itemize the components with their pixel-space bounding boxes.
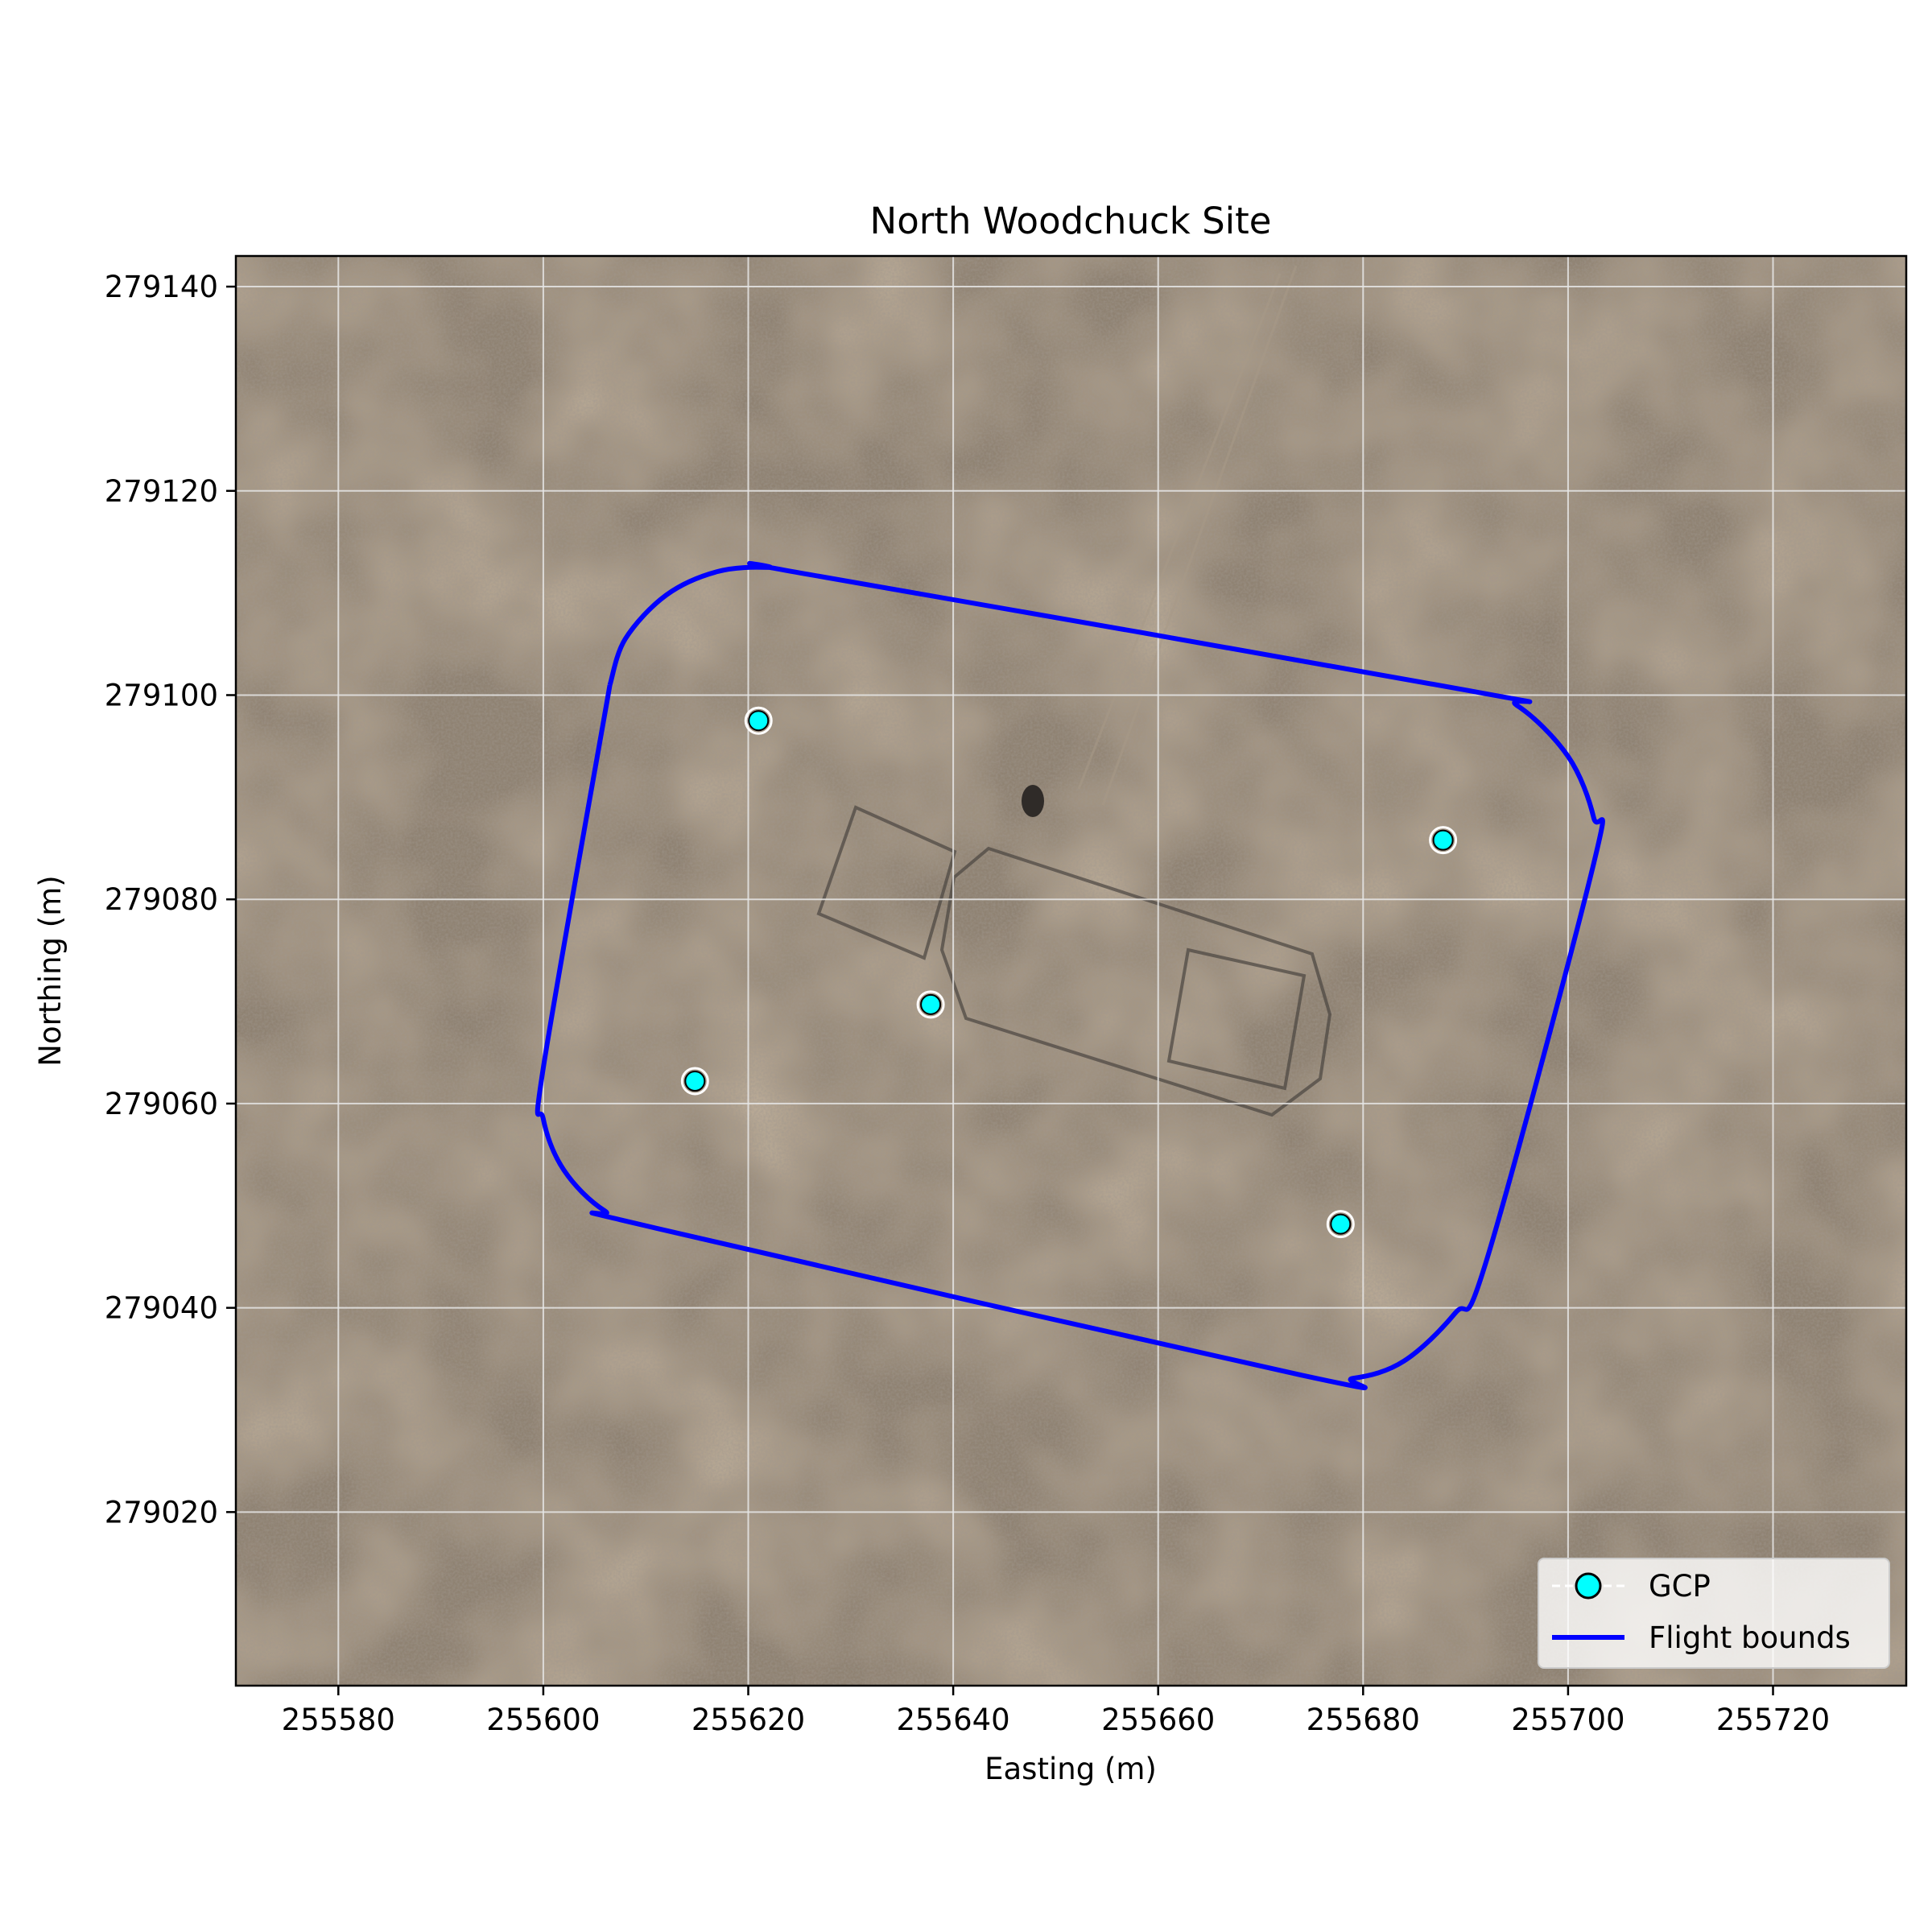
x-tick-label: 255720 <box>1716 1703 1830 1737</box>
y-tick-label: 279080 <box>105 882 218 917</box>
gcp-marker <box>920 993 942 1015</box>
map-background <box>236 256 1906 1686</box>
y-tick-label: 279020 <box>105 1495 218 1530</box>
y-axis-ticks: 279020 279040 279060 279080 279100 279120 2791… <box>105 270 236 1530</box>
legend-gcp-marker <box>1575 1572 1602 1600</box>
legend-box <box>1538 1558 1890 1669</box>
gcp-marker <box>1432 829 1454 851</box>
gcp-marker-halo <box>1326 1210 1355 1239</box>
gcp-marker <box>1330 1213 1352 1235</box>
aerial-imagery-texture <box>236 256 1906 1686</box>
y-axis-label: Northing (m) <box>33 875 68 1066</box>
plot-frame <box>234 254 1908 1687</box>
x-tick-label: 255600 <box>486 1703 600 1737</box>
y-tick-label: 279120 <box>105 474 218 509</box>
x-axis-label: Easting (m) <box>985 1752 1157 1786</box>
x-tick-label: 255640 <box>896 1703 1009 1737</box>
legend-flight-label: Flight bounds <box>1649 1620 1851 1655</box>
chart-title: North Woodchuck Site <box>870 200 1272 242</box>
x-tick-label: 255620 <box>691 1703 805 1737</box>
y-tick-label: 279100 <box>105 678 218 712</box>
x-tick-label: 255700 <box>1511 1703 1624 1737</box>
y-tick-label: 279140 <box>105 270 218 304</box>
legend: GCP Flight bounds <box>1538 1558 1890 1669</box>
gcp-points <box>680 706 1458 1239</box>
legend-gcp-label: GCP <box>1649 1569 1711 1604</box>
vehicle-tracks <box>1077 265 1298 806</box>
gcp-marker-halo <box>744 706 773 735</box>
gcp-marker-halo <box>1429 826 1458 855</box>
gcp-marker <box>748 710 770 732</box>
gcp-marker-halo <box>680 1067 709 1096</box>
dark-object <box>1022 785 1044 817</box>
series-layer <box>535 560 1605 1390</box>
x-axis-ticks: 255580 255600 255620 255640 255660 255680 2557… <box>282 1686 1830 1737</box>
x-tick-label: 255660 <box>1101 1703 1215 1737</box>
gcp-marker-halo <box>916 990 945 1019</box>
y-tick-label: 279040 <box>105 1291 218 1326</box>
enclosure-fences <box>816 805 1332 1117</box>
x-tick-label: 255680 <box>1307 1703 1420 1737</box>
flight-bounds-line <box>535 560 1605 1390</box>
y-tick-label: 279060 <box>105 1087 218 1121</box>
gcp-marker <box>684 1071 706 1092</box>
x-tick-label: 255580 <box>282 1703 395 1737</box>
